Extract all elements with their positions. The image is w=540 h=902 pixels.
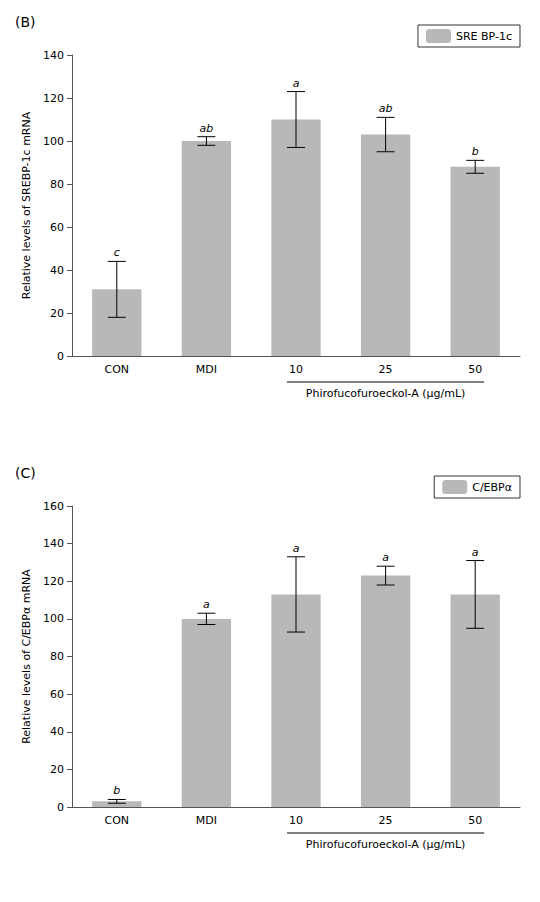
svg-text:50: 50 [468,814,482,827]
svg-text:140: 140 [43,537,64,550]
svg-text:80: 80 [50,178,64,191]
svg-text:Phirofucofuroeckol-A (μg/mL): Phirofucofuroeckol-A (μg/mL) [306,838,466,851]
svg-text:40: 40 [50,264,64,277]
svg-text:b: b [472,145,479,158]
svg-text:100: 100 [43,612,64,625]
svg-text:20: 20 [50,307,64,320]
svg-text:50: 50 [468,363,482,376]
svg-text:160: 160 [43,500,64,513]
svg-text:25: 25 [379,814,393,827]
svg-text:120: 120 [43,575,64,588]
svg-text:a: a [203,598,210,611]
svg-text:140: 140 [43,49,64,62]
svg-text:Relative levels of SREBP-1c mR: Relative levels of SREBP-1c mRNA [20,111,33,299]
svg-text:a: a [293,77,300,90]
svg-text:Relative levels of C/EBPα mRNA: Relative levels of C/EBPα mRNA [20,569,33,744]
svg-text:a: a [472,546,479,559]
svg-text:10: 10 [289,363,303,376]
svg-text:ab: ab [379,102,393,115]
svg-text:b: b [113,784,120,797]
svg-text:25: 25 [379,363,393,376]
svg-text:SRE BP-1c: SRE BP-1c [456,30,512,43]
svg-text:60: 60 [50,688,64,701]
svg-text:CON: CON [105,363,130,376]
svg-text:CON: CON [105,814,130,827]
svg-text:MDI: MDI [196,814,217,827]
svg-text:80: 80 [50,650,64,663]
svg-text:40: 40 [50,725,64,738]
svg-text:60: 60 [50,221,64,234]
svg-text:Phirofucofuroeckol-A (μg/mL): Phirofucofuroeckol-A (μg/mL) [306,387,466,400]
svg-text:a: a [293,542,300,555]
svg-text:(C): (C) [15,465,36,481]
svg-text:20: 20 [50,763,64,776]
svg-text:(B): (B) [15,14,36,30]
svg-text:10: 10 [289,814,303,827]
svg-text:0: 0 [57,350,64,363]
svg-text:MDI: MDI [196,363,217,376]
svg-text:ab: ab [200,122,214,135]
svg-text:100: 100 [43,135,64,148]
svg-text:0: 0 [57,801,64,814]
svg-text:120: 120 [43,92,64,105]
svg-text:C/EBPα: C/EBPα [472,481,512,494]
svg-text:a: a [382,551,389,564]
svg-text:c: c [114,246,120,259]
